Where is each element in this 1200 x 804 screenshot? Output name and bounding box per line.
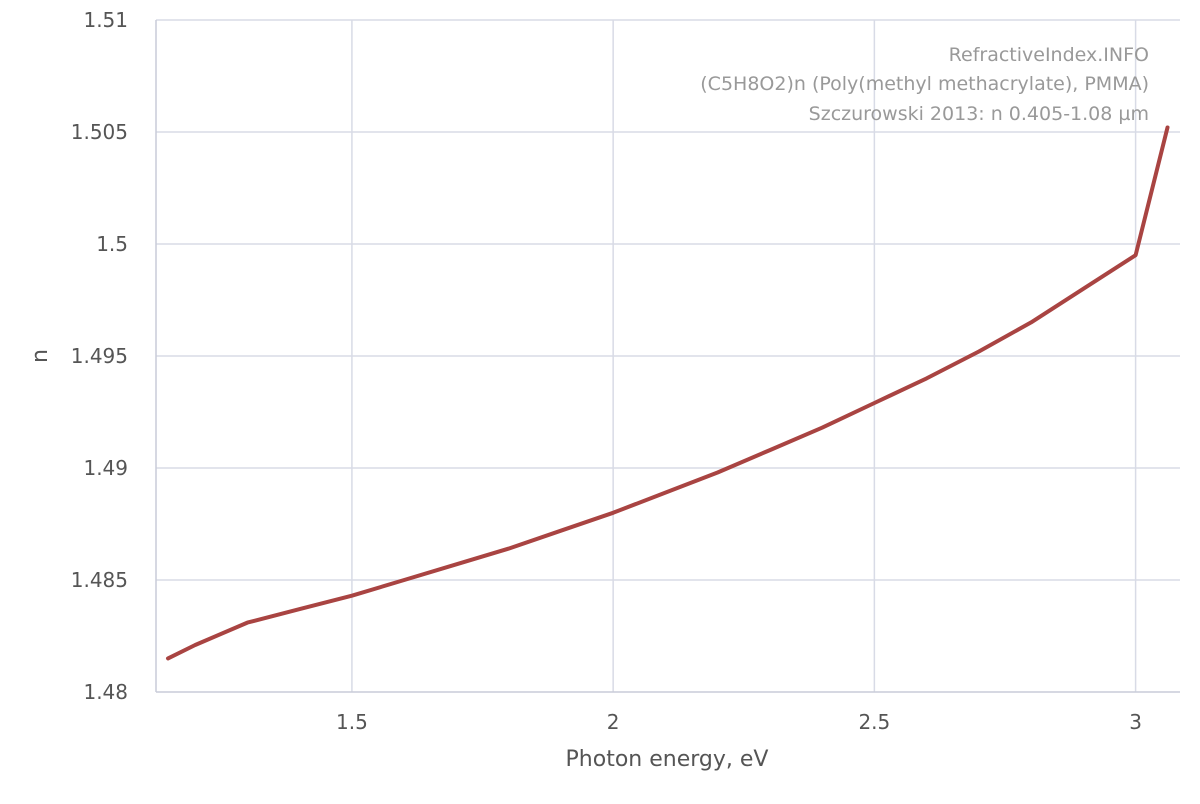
series-layer <box>166 125 1170 661</box>
y-tick-label: 1.49 <box>83 456 128 480</box>
series-line <box>166 125 1170 661</box>
credit-material: (C5H8O2)n (Poly(methyl methacrylate), PM… <box>700 73 1149 95</box>
y-tick-labels: 1.48 1.485 1.49 1.495 1.5 1.505 1.51 <box>71 8 128 704</box>
credit-site: RefractiveIndex.INFO <box>949 44 1149 66</box>
x-tick-label: 1.5 <box>336 710 368 734</box>
x-tick-label: 3 <box>1129 710 1142 734</box>
x-tick-labels: 1.5 2 2.5 3 <box>336 710 1142 734</box>
x-axis-title: Photon energy, eV <box>566 747 769 772</box>
y-tick-label: 1.51 <box>83 8 128 32</box>
credit-source: Szczurowski 2013: n 0.405-1.08 µm <box>809 103 1149 125</box>
credits: RefractiveIndex.INFO (C5H8O2)n (Poly(met… <box>700 44 1149 125</box>
y-tick-label: 1.485 <box>71 568 128 592</box>
y-tick-label: 1.505 <box>71 120 128 144</box>
grid <box>156 19 1180 692</box>
y-axis-title: n <box>28 349 53 363</box>
x-tick-label: 2.5 <box>858 710 890 734</box>
y-tick-label: 1.5 <box>96 232 128 256</box>
x-tick-label: 2 <box>607 710 620 734</box>
y-tick-label: 1.495 <box>71 344 128 368</box>
axes <box>155 20 1180 693</box>
y-tick-label: 1.48 <box>83 680 128 704</box>
